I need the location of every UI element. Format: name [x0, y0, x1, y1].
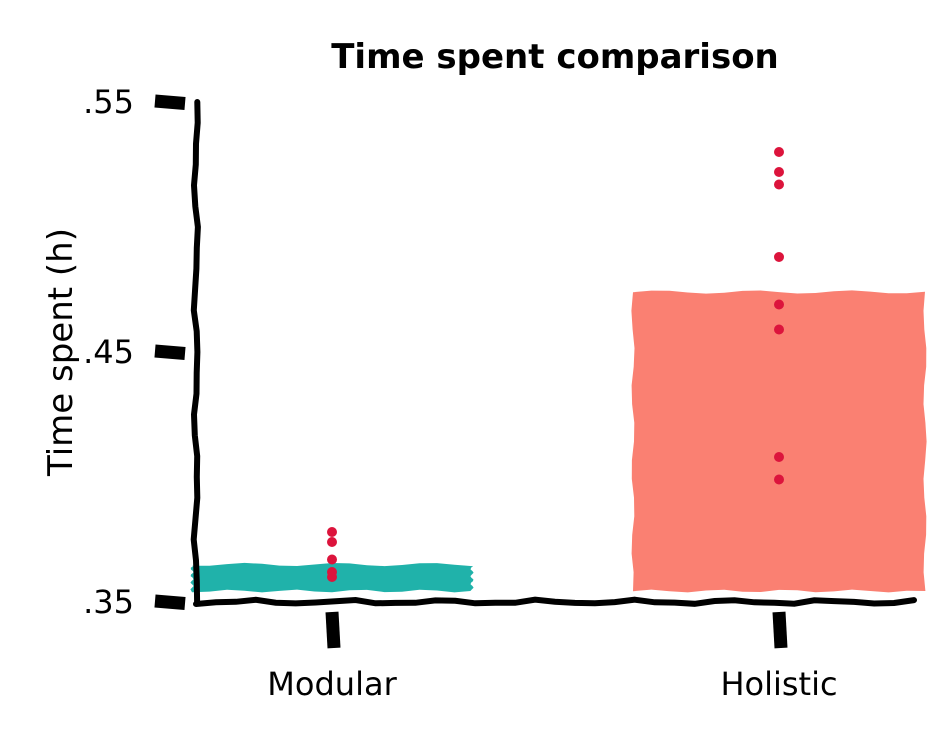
data-point — [327, 554, 337, 565]
chart-title: Time spent comparison — [331, 37, 779, 77]
y-tick-label: .35 — [83, 583, 134, 621]
data-point — [327, 527, 337, 537]
y-tick-label: .55 — [83, 83, 134, 121]
points-layer — [327, 147, 784, 582]
y-axis-label: Time spent (h) — [41, 228, 81, 477]
data-point — [774, 452, 784, 462]
data-point — [774, 324, 784, 335]
y-tick-mark — [154, 594, 186, 610]
bars-layer — [190, 290, 927, 593]
y-tick-mark — [154, 344, 186, 360]
x-ticks: Modular Holistic — [267, 611, 838, 703]
y-axis-line — [190, 99, 201, 605]
data-point — [774, 299, 784, 310]
x-axis-line — [193, 596, 917, 607]
x-tick-label-holistic: Holistic — [720, 665, 837, 703]
data-point — [774, 474, 784, 485]
data-point — [774, 179, 784, 190]
y-tick-label: .45 — [83, 333, 134, 371]
x-tick-label-modular: Modular — [267, 665, 397, 703]
data-point — [327, 537, 337, 547]
y-tick-mark — [154, 94, 186, 110]
y-ticks: .35 .45 .55 — [83, 83, 186, 621]
x-tick-mark — [325, 611, 341, 649]
data-point — [774, 167, 784, 177]
data-point — [774, 252, 784, 262]
data-point — [327, 572, 337, 582]
x-tick-mark — [772, 611, 788, 649]
bar-holistic — [631, 290, 927, 593]
data-point — [774, 147, 784, 157]
